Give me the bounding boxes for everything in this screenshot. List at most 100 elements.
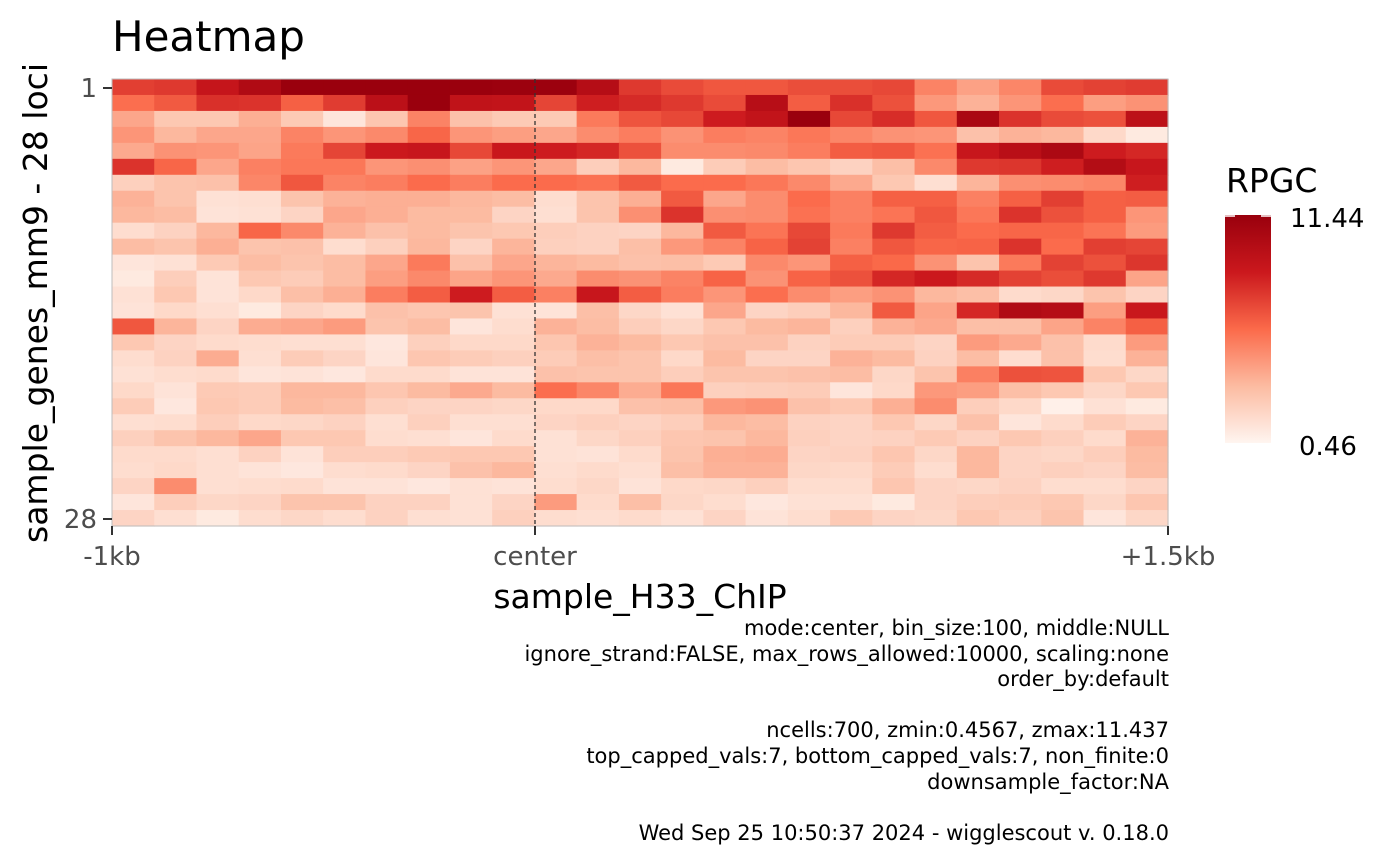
heatmap-cell	[323, 286, 367, 304]
heatmap-cell	[407, 510, 451, 527]
heatmap-cell	[365, 222, 409, 240]
heatmap-cell	[154, 79, 198, 96]
heatmap-cell	[534, 350, 578, 367]
heatmap-cell	[238, 238, 282, 256]
heatmap-cell	[112, 382, 155, 399]
heatmap-cell	[323, 462, 367, 479]
heatmap-cell	[872, 414, 916, 431]
heatmap-cell	[323, 142, 367, 160]
heatmap-cell	[449, 430, 493, 447]
heatmap-cell	[365, 142, 409, 160]
heatmap-cell	[703, 238, 747, 256]
heatmap-cell	[872, 126, 916, 144]
heatmap-cell	[576, 94, 620, 112]
heatmap-cell	[999, 350, 1042, 367]
heatmap-cell	[1125, 366, 1169, 383]
heatmap-cell	[703, 126, 747, 144]
heatmap-cell	[956, 414, 1000, 431]
heatmap-cell	[1083, 158, 1127, 176]
heatmap-cell	[914, 222, 958, 240]
heatmap-cell	[238, 446, 282, 463]
heatmap-cell	[914, 190, 958, 208]
heatmap-cell	[534, 286, 578, 304]
heatmap-cell	[407, 478, 451, 495]
heatmap-cell	[534, 334, 578, 351]
heatmap-cell	[323, 446, 367, 463]
heatmap-cell	[238, 494, 282, 511]
heatmap-cell	[618, 126, 662, 144]
heatmap-cell	[999, 158, 1042, 176]
heatmap-cell	[1041, 494, 1085, 511]
heatmap-cell	[576, 238, 620, 256]
heatmap-cell	[280, 158, 324, 176]
heatmap-cell	[280, 462, 324, 479]
heatmap-cell	[576, 366, 620, 383]
heatmap-cell	[787, 430, 831, 447]
heatmap-cell	[238, 158, 282, 176]
heatmap-cell	[323, 494, 367, 511]
heatmap-cell	[1125, 286, 1169, 304]
heatmap-cell	[196, 270, 240, 288]
heatmap-cell	[576, 79, 620, 96]
heatmap-cell	[449, 398, 493, 415]
heatmap-cell	[280, 126, 324, 144]
heatmap-cell	[492, 462, 535, 479]
heatmap-cell	[956, 142, 1000, 160]
heatmap-cell	[999, 462, 1042, 479]
heatmap-cell	[112, 126, 155, 144]
heatmap-cell	[112, 462, 155, 479]
heatmap-cell	[1083, 254, 1127, 272]
heatmap-cell	[576, 350, 620, 367]
heatmap-cell	[449, 174, 493, 192]
heatmap-cell	[534, 126, 578, 144]
heatmap-cell	[914, 430, 958, 447]
heatmap-cell	[323, 382, 367, 399]
heatmap-cell	[618, 478, 662, 495]
heatmap-cell	[534, 366, 578, 383]
heatmap-cell	[872, 158, 916, 176]
heatmap-cell	[956, 366, 1000, 383]
heatmap-cell	[407, 174, 451, 192]
x-tick-label-right: +1.5kb	[1121, 542, 1216, 572]
heatmap-cell	[1125, 79, 1169, 96]
heatmap-cell	[1041, 462, 1085, 479]
legend-min-label: 0.46	[1299, 432, 1357, 462]
heatmap-cell	[492, 286, 535, 304]
heatmap-cell	[703, 190, 747, 208]
x-tick-label-center: center	[493, 542, 577, 572]
heatmap-cell	[407, 270, 451, 288]
heatmap-cell	[449, 462, 493, 479]
heatmap-cell	[449, 318, 493, 336]
heatmap-cell	[365, 318, 409, 336]
heatmap-cell	[534, 414, 578, 431]
heatmap-cell	[787, 206, 831, 224]
heatmap-cell	[323, 398, 367, 415]
heatmap-cell	[914, 398, 958, 415]
heatmap-cell	[449, 110, 493, 128]
heatmap-cell	[154, 142, 198, 160]
heatmap-cell	[1125, 478, 1169, 495]
heatmap-cell	[1125, 414, 1169, 431]
heatmap-cell	[112, 398, 155, 415]
heatmap-cell	[703, 158, 747, 176]
heatmap-cell	[365, 334, 409, 351]
heatmap-cell	[956, 478, 1000, 495]
heatmap-cell	[492, 254, 535, 272]
heatmap-cell	[703, 382, 747, 399]
heatmap-cell	[745, 446, 789, 463]
caption-line: ignore_strand:FALSE, max_rows_allowed:10…	[524, 641, 1169, 666]
x-tick-label-left: -1kb	[83, 542, 140, 572]
heatmap-cell	[449, 94, 493, 112]
heatmap-cell	[914, 318, 958, 336]
heatmap-cell	[407, 446, 451, 463]
heatmap-cell	[703, 334, 747, 351]
heatmap-cell	[154, 366, 198, 383]
heatmap-cell	[492, 414, 535, 431]
heatmap-cell	[492, 142, 535, 160]
heatmap-cell	[661, 110, 704, 128]
y-axis-title: sample_genes_mm9 - 28 loci	[16, 63, 55, 543]
heatmap-cell	[365, 398, 409, 415]
heatmap-cell	[956, 430, 1000, 447]
caption-line: downsample_factor:NA	[927, 769, 1169, 794]
heatmap-cell	[1125, 462, 1169, 479]
